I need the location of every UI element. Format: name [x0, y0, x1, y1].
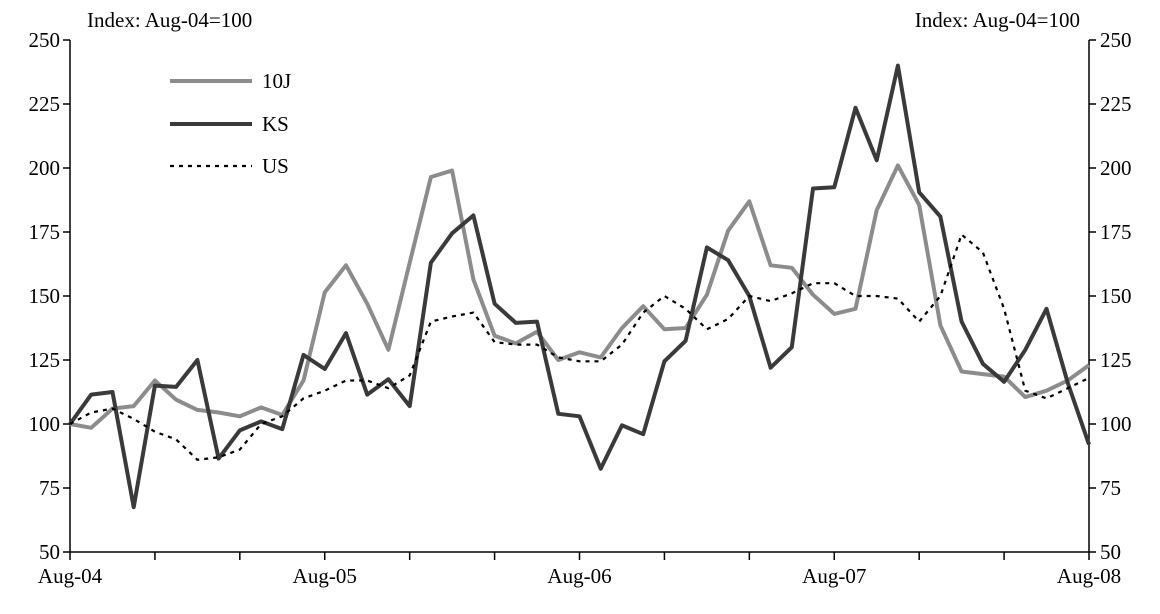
left-y-tick-label: 50	[39, 540, 60, 564]
right-y-tick-label: 125	[1100, 348, 1132, 372]
x-ticks: Aug-04 Aug-05 Aug-06 Aug-07 Aug-08	[38, 552, 1121, 588]
series-line-ks	[68, 63, 1091, 510]
legend-label-ks: KS	[262, 112, 289, 136]
left-y-tick-label: 225	[29, 92, 61, 116]
right-y-tick-label: 225	[1100, 92, 1132, 116]
left-y-tick-label: 100	[29, 412, 61, 436]
left-y-tick-label: 75	[39, 476, 60, 500]
x-tick-label: Aug-05	[293, 564, 357, 588]
left-y-tick-label: 200	[29, 156, 61, 180]
right-y-tick-label: 100	[1100, 412, 1132, 436]
x-tick-label: Aug-06	[547, 564, 611, 588]
right-y-ticks: 50 75 100 125 150 175 200 225 250	[1089, 28, 1132, 564]
right-y-tick-label: 150	[1100, 284, 1132, 308]
left-axis-label: Index: Aug-04=100	[87, 8, 252, 32]
left-y-tick-label: 125	[29, 348, 61, 372]
legend: 10J KS US	[170, 69, 291, 178]
legend-label-us: US	[262, 154, 289, 178]
x-tick-label: Aug-04	[38, 564, 103, 588]
left-y-tick-label: 150	[29, 284, 61, 308]
series-line-10j	[69, 163, 1091, 430]
series-line-us	[69, 233, 1090, 461]
right-y-tick-label: 200	[1100, 156, 1132, 180]
left-y-ticks: 50 75 100 125 150 175 200 225 250	[29, 28, 70, 564]
x-tick-label: Aug-07	[802, 564, 866, 588]
left-y-tick-label: 250	[29, 28, 61, 52]
right-y-tick-label: 250	[1100, 28, 1132, 52]
right-y-tick-label: 50	[1100, 540, 1121, 564]
series-lines	[68, 63, 1091, 510]
x-tick-label: Aug-08	[1057, 564, 1121, 588]
right-y-tick-label: 75	[1100, 476, 1121, 500]
legend-label-10j: 10J	[262, 69, 291, 93]
left-y-tick-label: 175	[29, 220, 61, 244]
right-axis-label: Index: Aug-04=100	[915, 8, 1080, 32]
right-y-tick-label: 175	[1100, 220, 1132, 244]
